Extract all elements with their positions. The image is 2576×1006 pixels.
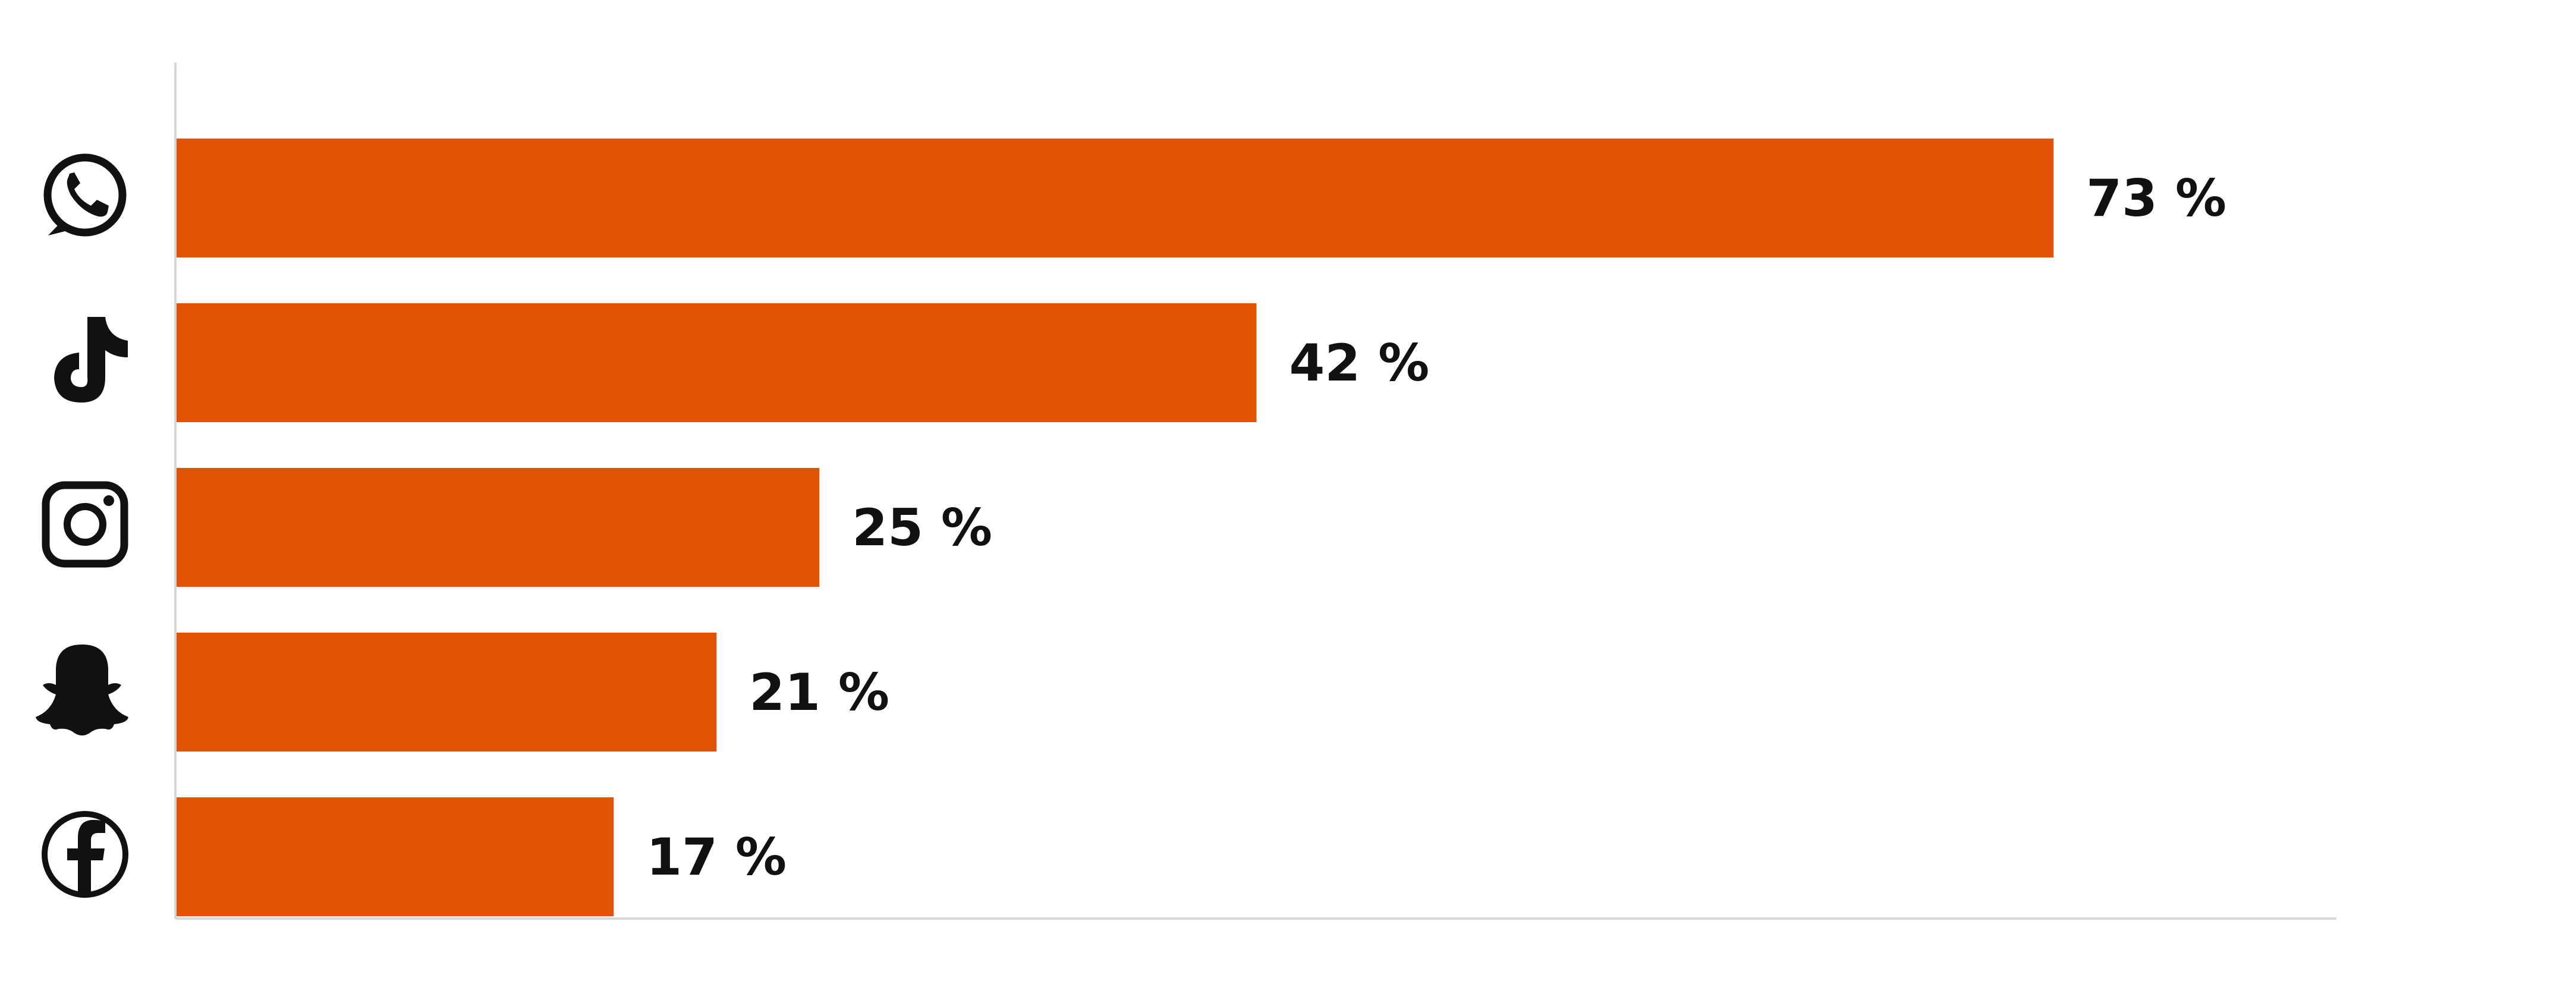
facebook-icon <box>42 811 128 898</box>
value-label-tiktok: 42 % <box>1289 334 1430 393</box>
bar-snapchat <box>177 633 717 752</box>
bar-tiktok <box>177 303 1257 422</box>
bar-instagram <box>177 468 820 587</box>
value-label-whatsapp: 73 % <box>2086 169 2226 228</box>
bars <box>177 139 2054 916</box>
value-label-facebook: 17 % <box>646 828 787 887</box>
value-label-instagram: 25 % <box>852 498 992 558</box>
bar-whatsapp <box>177 139 2054 257</box>
snapchat-icon <box>36 645 128 735</box>
bar-facebook <box>177 797 614 916</box>
tiktok-icon <box>54 317 128 403</box>
value-labels: 73 % 42 % 25 % 21 % 17 % <box>646 169 2226 887</box>
instagram-icon <box>42 481 128 568</box>
value-label-snapchat: 21 % <box>749 663 889 722</box>
whatsapp-icon <box>43 153 127 237</box>
